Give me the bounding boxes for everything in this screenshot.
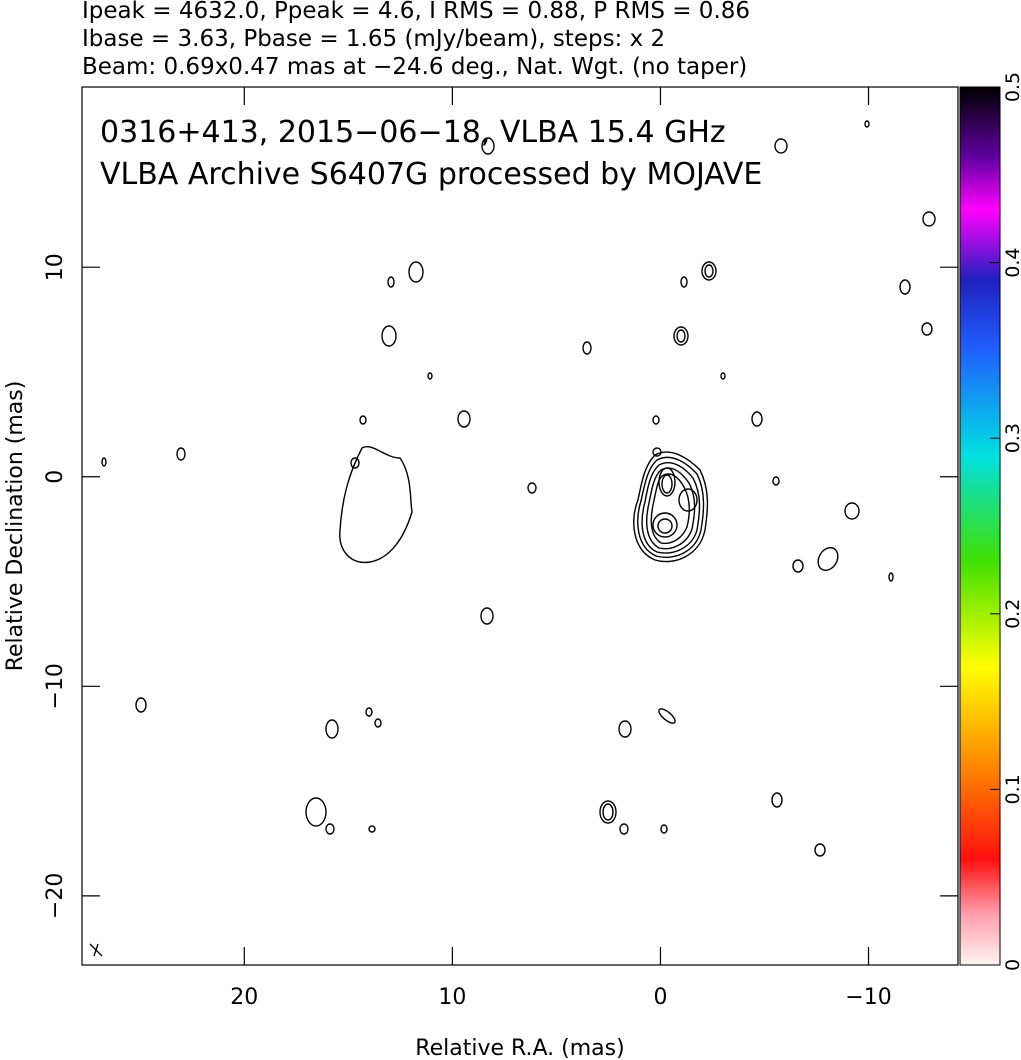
header-line: Beam: 0.69x0.47 mas at −24.6 deg., Nat. … [82,54,747,80]
x-axis-label: Relative R.A. (mas) [415,1036,624,1060]
annotation: VLBA Archive S6407G processed by MOJAVE [100,157,762,192]
y-tick-label: 0 [43,470,68,484]
y-tick-label: −20 [43,873,68,919]
x-tick-label: −10 [845,985,891,1010]
colorbar-tick-label: 0 [1002,959,1021,971]
y-axis-label: Relative Declination (mas) [3,381,28,672]
y-tick-label: 10 [43,253,68,281]
colorbar-tick-label: 0.3 [1002,423,1021,453]
header-line: Ibase = 3.63, Pbase = 1.65 (mJy/beam), s… [82,26,665,52]
colorbar-tick-label: 0.5 [1002,72,1021,102]
colorbar-tick-label: 0.4 [1002,247,1021,277]
annotation: 0316+413, 2015−06−18, VLBA 15.4 GHz [100,115,726,150]
x-tick-label: 0 [653,985,667,1010]
colorbar-tick-label: 0.1 [1002,774,1021,804]
header-line: Ipeak = 4632.0, Ppeak = 4.6, I RMS = 0.8… [82,0,750,24]
plot-frame [81,86,959,966]
colorbar-tick-label: 0.2 [1002,599,1021,629]
x-tick-label: 10 [438,985,466,1010]
y-tick-label: −10 [43,663,68,709]
colorbar [959,86,1001,966]
x-tick-label: 20 [230,985,258,1010]
contours [89,120,936,957]
